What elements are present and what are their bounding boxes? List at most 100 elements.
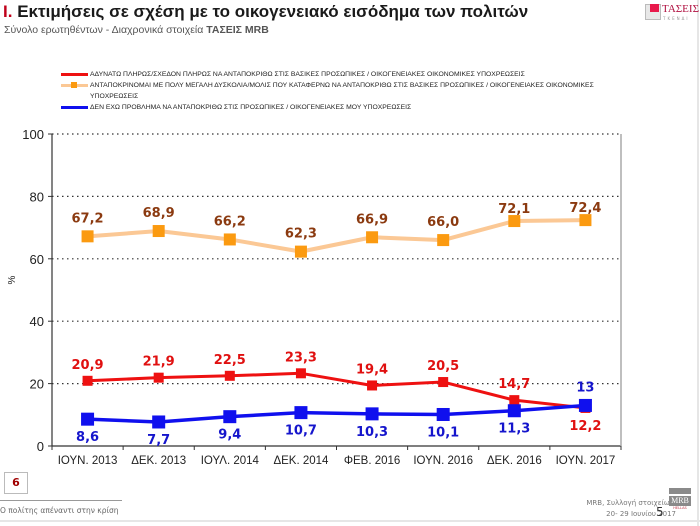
data-point-marker: [152, 225, 165, 238]
data-label: 19,4: [356, 362, 388, 377]
series-2: [81, 398, 592, 429]
data-point-marker: [579, 214, 592, 227]
footer-section-title: Ο πολίτης απέναντι στην κρίση: [0, 506, 119, 515]
mrb-logo-bar: [669, 488, 691, 494]
data-point-marker: [294, 245, 307, 258]
y-tick-label: 20: [30, 377, 44, 392]
y-tick-label: 60: [30, 252, 44, 267]
title-text: Εκτιμήσεις σε σχέση με το οικογενειακό ε…: [17, 2, 529, 21]
axes: [48, 133, 622, 450]
page-number: 5: [656, 505, 664, 519]
data-label: 72,1: [498, 202, 530, 217]
series-group: [81, 214, 592, 429]
y-tick-labels: 0 20 40 60 80 100%: [7, 127, 44, 454]
data-point-marker: [81, 412, 95, 426]
data-point-marker: [224, 370, 235, 381]
data-label: 13: [576, 380, 594, 395]
data-label: 72,4: [569, 201, 601, 216]
legend-swatch-blue: [61, 106, 88, 109]
data-point-marker: [578, 398, 592, 412]
data-label: 66,0: [427, 215, 459, 230]
legend-marker-orange: [71, 82, 77, 88]
data-point-marker: [294, 406, 308, 420]
page-right-border: [697, 0, 699, 526]
x-tick-label: ΙΟΥΝ. 2017: [556, 455, 616, 467]
logo-accent-icon: [650, 4, 659, 12]
data-point-marker: [508, 215, 521, 228]
y-axis-title: %: [7, 275, 18, 284]
data-point-marker: [367, 380, 378, 391]
source-line-1: MRB, Συλλογή στοιχείων:: [586, 499, 676, 507]
series-line: [87, 403, 586, 424]
data-label: 68,9: [143, 206, 175, 221]
data-point-marker: [436, 407, 450, 421]
data-point-marker: [438, 377, 449, 388]
page-subtitle: Σύνολο ερωτηθέντων - Διαχρονικά στοιχεία…: [4, 24, 269, 36]
data-point-marker: [507, 404, 521, 418]
legend-label: ΑΔΥΝΑΤΩ ΠΛΗΡΩΣ/ΣΧΕΔΟΝ ΠΛΗΡΩΣ ΝΑ ΑΝΤΑΠΟΚΡ…: [90, 71, 525, 78]
x-tick-labels: ΙΟΥΝ. 2013 ΔΕΚ. 2013 ΙΟΥΛ. 2014 ΔΕΚ. 2014 ΦΕ…: [58, 455, 616, 467]
x-tick-label: ΙΟΥΛ. 2014: [201, 455, 260, 467]
data-label: 20,5: [427, 359, 459, 374]
series-line: [87, 371, 586, 410]
data-label: 20,9: [72, 358, 104, 373]
chart-legend: ΑΔΥΝΑΤΩ ΠΛΗΡΩΣ/ΣΧΕΔΟΝ ΠΛΗΡΩΣ ΝΑ ΑΝΤΑΠΟΚΡ…: [60, 69, 620, 113]
grid-lines: [52, 133, 621, 385]
legend-swatch-red: [61, 73, 88, 76]
x-tick-label: ΔΕΚ. 2013: [131, 455, 186, 467]
logo-text: ΤΑΣΕΙΣ: [662, 3, 699, 15]
series-line: [87, 218, 586, 254]
legend-item-unable: ΑΔΥΝΑΤΩ ΠΛΗΡΩΣ/ΣΧΕΔΟΝ ΠΛΗΡΩΣ ΝΑ ΑΝΤΑΠΟΚΡ…: [60, 69, 620, 80]
data-label: 10,3: [356, 425, 388, 440]
data-point-marker: [223, 410, 237, 424]
legend-label: ΔΕΝ ΕΧΩ ΠΡΟΒΛΗΜΑ ΝΑ ΑΝΤΑΠΟΚΡΙΘΩ ΣΤΙΣ ΠΡΟ…: [90, 104, 412, 111]
subtitle-text: Σύνολο ερωτηθέντων - Διαχρονικά στοιχεία: [4, 24, 207, 36]
data-point-marker: [509, 395, 520, 406]
data-label: 7,7: [147, 433, 170, 448]
data-point-marker: [81, 230, 94, 243]
title-roman-numeral: I.: [3, 2, 13, 21]
x-tick-label: ΙΟΥΝ. 2016: [413, 455, 473, 467]
subtitle-bold: ΤΑΣΕΙΣ MRB: [206, 24, 269, 36]
legend-item-difficulty: ΑΝΤΑΠΟΚΡΙΝΟΜΑΙ ΜΕ ΠΟΛΥ ΜΕΓΑΛΗ ΔΥΣΚΟΛΙΑ/Μ…: [60, 80, 620, 102]
data-label: 66,9: [356, 212, 388, 227]
data-label: 62,3: [285, 227, 317, 242]
footer-divider: [0, 500, 122, 501]
data-label: 9,4: [218, 428, 241, 443]
x-tick-label: ΔΕΚ. 2014: [273, 455, 329, 467]
page-title: I. Εκτιμήσεις σε σχέση με το οικογενειακ…: [3, 2, 528, 22]
data-label: 23,3: [285, 350, 317, 365]
series-0: [82, 368, 591, 413]
page-bottom-border: [0, 520, 700, 522]
data-label: 67,2: [72, 211, 104, 226]
data-label: 10,1: [427, 425, 459, 440]
data-label: 11,3: [498, 422, 530, 437]
x-tick-label: ΦΕΒ. 2016: [344, 455, 401, 467]
footer-source: MRB, Συλλογή στοιχείων: 20- 29 Ιουνίου 2…: [560, 498, 676, 520]
data-label: 8,6: [76, 430, 99, 445]
legend-item-no-problem: ΔΕΝ ΕΧΩ ΠΡΟΒΛΗΜΑ ΝΑ ΑΝΤΑΠΟΚΡΙΘΩ ΣΤΙΣ ΠΡΟ…: [60, 102, 620, 113]
data-point-marker: [82, 375, 93, 386]
logo-subtext: ΤΚΕΝΔΙ: [663, 16, 690, 21]
data-point-marker: [365, 407, 379, 421]
data-point-marker: [152, 415, 166, 429]
data-label: 21,9: [143, 355, 175, 370]
x-tick-label: ΔΕΚ. 2016: [487, 455, 542, 467]
data-point-marker: [295, 368, 306, 379]
data-point-marker: [437, 234, 450, 247]
data-point-marker: [366, 231, 379, 244]
y-tick-label: 0: [37, 439, 44, 454]
mrb-logo-sub: HELLAS: [673, 506, 687, 510]
taseis-logo: ΤΑΣΕΙΣ ΤΚΕΝΔΙ: [645, 3, 699, 24]
data-label: 10,7: [285, 424, 317, 439]
data-label: 12,2: [569, 419, 601, 434]
series-1: [81, 214, 592, 258]
source-line-2: 20- 29 Ιουνίου 2017: [606, 510, 676, 518]
y-tick-label: 100: [22, 127, 44, 142]
legend-label: ΑΝΤΑΠΟΚΡΙΝΟΜΑΙ ΜΕ ΠΟΛΥ ΜΕΓΑΛΗ ΔΥΣΚΟΛΙΑ/Μ…: [90, 82, 594, 100]
data-point-marker: [223, 233, 236, 246]
section-number-badge: 6: [4, 472, 28, 494]
data-label: 22,5: [214, 353, 246, 368]
data-labels: 20,9 21,9 22,5 23,3 19,4 20,5 14,7 12,2 67,2 68,9…: [72, 201, 602, 448]
